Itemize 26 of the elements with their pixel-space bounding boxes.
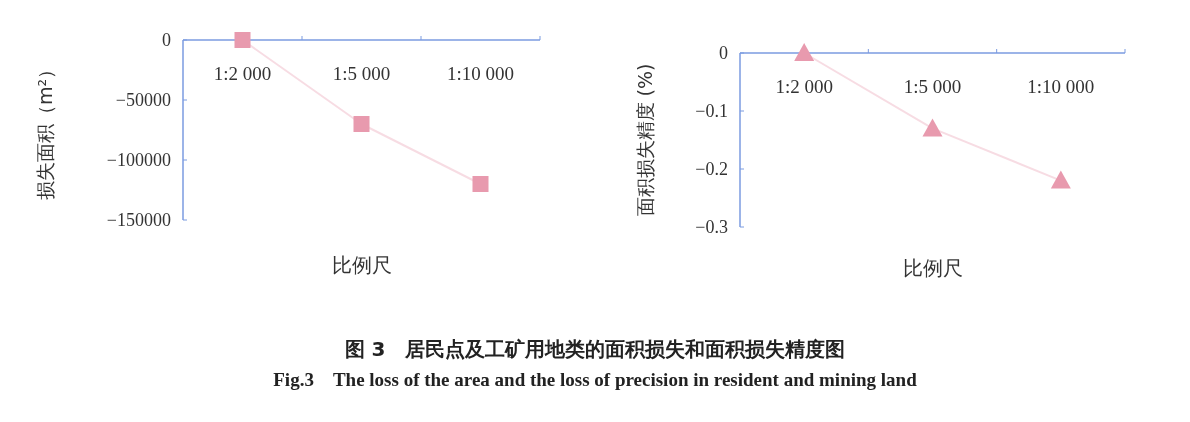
point (353, 116, 370, 132)
y-tick-label: −0.2 (695, 159, 728, 179)
point (1050, 170, 1071, 189)
y-tick-label: −150000 (106, 210, 171, 230)
caption: Fig.3 The loss of the area and the loss of precision in resident and mining land (273, 369, 918, 390)
y-tick-label: −100000 (106, 150, 171, 170)
y-tick-label: −0.3 (695, 217, 728, 237)
x-axis-title: 比例尺 (331, 253, 392, 277)
x-tick-label: 1:2 000 (775, 76, 833, 97)
x-tick-label: 1:10 000 (446, 63, 515, 84)
y-tick-label: 0 (719, 43, 728, 63)
x-tick-label: 1:10 000 (1027, 76, 1095, 97)
y-axis-title: 损失面积（m²） (34, 59, 56, 201)
y-axis-title: 面积损失精度 (%) (634, 63, 656, 217)
x-tick-label: 1:2 000 (213, 63, 272, 84)
y-tick-label: −50000 (115, 90, 171, 110)
x-tick-label: 1:5 000 (903, 76, 962, 97)
point (234, 32, 251, 48)
y-tick-label: 0 (162, 30, 171, 50)
x-axis-title: 比例尺 (902, 256, 963, 280)
point (472, 176, 489, 192)
point (794, 43, 815, 61)
caption: 图 3 居民点及工矿用地类的面积损失和面积损失精度图 (344, 337, 846, 361)
point (922, 118, 943, 137)
y-tick-label: −0.1 (695, 101, 728, 121)
x-tick-label: 1:5 000 (332, 63, 391, 84)
